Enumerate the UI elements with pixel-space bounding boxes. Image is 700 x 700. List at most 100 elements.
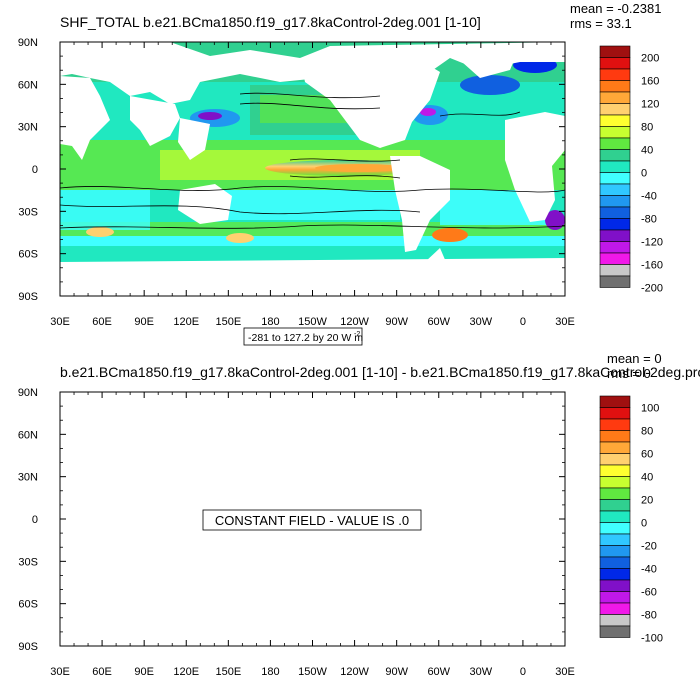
colorbar-swatch [599,264,631,277]
panel-1-x-axis: 30E 60E 90E 120E 150E 180 150W 120W 90W 60W 30W 0 30… [50,42,575,328]
x-tick-label: 150W [298,666,327,678]
x-tick-label: 30E [50,316,70,328]
colorbar-swatch [599,126,631,139]
colorbar-label: -160 [641,260,663,272]
colorbar-label: -60 [641,587,657,599]
colorbar-swatch [599,625,631,638]
x-tick-label: 90E [134,666,154,678]
colorbar-swatch [599,183,631,196]
panel-2-mean: mean = 0 [607,351,662,366]
y-tick-label: 90N [18,387,38,399]
panel-2-center-note-text: CONSTANT FIELD - VALUE IS .0 [215,513,409,528]
panel-1-info-text: -281 to 127.2 by 20 W m [248,332,363,344]
colorbar-swatch [599,114,631,127]
panel-2-y-axis: 90N 60N 30N 0 30S 60S 90S [18,387,565,653]
y-tick-label: 30S [18,206,38,218]
colorbar-swatch [599,195,631,208]
colorbar-swatch [599,464,631,477]
x-tick-label: 30W [470,666,493,678]
x-tick-label: 120W [340,316,369,328]
panel-1: SHF_TOTAL b.e21.BCma1850.f19_g17.8kaCont… [18,1,663,346]
x-tick-label: 60W [427,666,450,678]
panel-1-y-axis: 90N 60N 30N 0 30S 60S 90S [18,37,565,303]
x-tick-label: 120E [173,316,199,328]
panel-2-title: b.e21.BCma1850.f19_g17.8kaControl-2deg.0… [60,364,700,380]
colorbar-swatch [599,579,631,592]
colorbar-label: -40 [641,191,657,203]
x-tick-label: 30W [470,316,493,328]
panel-2-center-note: CONSTANT FIELD - VALUE IS .0 [202,509,422,531]
y-tick-label: 90N [18,37,38,49]
panel-1-info-units-exp: -2 [354,331,360,338]
colorbar-swatch [599,206,631,219]
colorbar-swatch [599,407,631,420]
colorbar-swatch [599,229,631,242]
x-tick-label: 60W [427,316,450,328]
colorbar-label: 20 [641,495,653,507]
colorbar-swatch [599,137,631,150]
colorbar-swatch [599,218,631,231]
colorbar-swatch [599,533,631,546]
y-tick-label: 30N [18,122,38,134]
colorbar-label: 40 [641,145,653,157]
colorbar-swatch [599,418,631,431]
colorbar-label: 120 [641,99,659,111]
y-tick-label: 60N [18,79,38,91]
panel-1-rms: rms = 33.1 [570,16,632,31]
x-tick-label: 180 [261,316,279,328]
panel-1-mean: mean = -0.2381 [570,1,661,16]
colorbar-swatch [599,57,631,70]
x-tick-label: 60E [92,666,112,678]
y-tick-label: 60S [18,249,38,261]
y-tick-label: 60S [18,599,38,611]
colorbar-swatch [599,453,631,466]
colorbar-swatch [599,149,631,162]
colorbar-swatch [599,395,631,408]
colorbar-label: 80 [641,122,653,134]
colorbar-swatch [599,160,631,173]
colorbar-label: 0 [641,168,647,180]
colorbar-swatch [599,487,631,500]
colorbar-label: -80 [641,610,657,622]
colorbar-swatch [599,545,631,558]
colorbar-swatch [599,68,631,81]
colorbar-label: -20 [641,541,657,553]
colorbar-label: 40 [641,472,653,484]
colorbar-label: 160 [641,76,659,88]
colorbar-swatch [599,568,631,581]
panel-1-colorbar: 200 160 120 80 40 0 -40 -80 -120 -160 -200 [599,45,663,295]
colorbar-label: 200 [641,53,659,65]
panel-2: b.e21.BCma1850.f19_g17.8kaControl-2deg.0… [18,351,700,678]
colorbar-swatch [599,103,631,116]
x-tick-label: 30E [555,316,575,328]
panel-1-map-field [60,42,565,296]
colorbar-swatch [599,252,631,265]
colorbar-swatch [599,172,631,185]
colorbar-swatch [599,556,631,569]
panel-1-land-mask [60,42,565,296]
panel-1-title: SHF_TOTAL b.e21.BCma1850.f19_g17.8kaCont… [60,14,481,30]
x-tick-label: 150E [215,666,241,678]
x-tick-label: 120E [173,666,199,678]
panel-1-contours [60,92,565,229]
x-tick-label: 0 [520,316,526,328]
y-tick-label: 90S [18,291,38,303]
colorbar-swatch [599,499,631,512]
x-tick-label: 150W [298,316,327,328]
colorbar-swatch [599,80,631,93]
x-tick-label: 90W [385,316,408,328]
colorbar-swatch [599,430,631,443]
x-tick-label: 30E [50,666,70,678]
colorbar-label: 60 [641,449,653,461]
colorbar-swatch [599,522,631,535]
y-tick-label: 0 [32,164,38,176]
colorbar-label: -100 [641,633,663,645]
x-tick-label: 30E [555,666,575,678]
x-tick-label: 60E [92,316,112,328]
x-tick-label: 90E [134,316,154,328]
colorbar-label: 80 [641,426,653,438]
colorbar-label: -120 [641,237,663,249]
panel-2-colorbar: 100 80 60 40 20 0 -20 -40 -60 -80 -100 [599,395,663,645]
x-tick-label: 150E [215,316,241,328]
